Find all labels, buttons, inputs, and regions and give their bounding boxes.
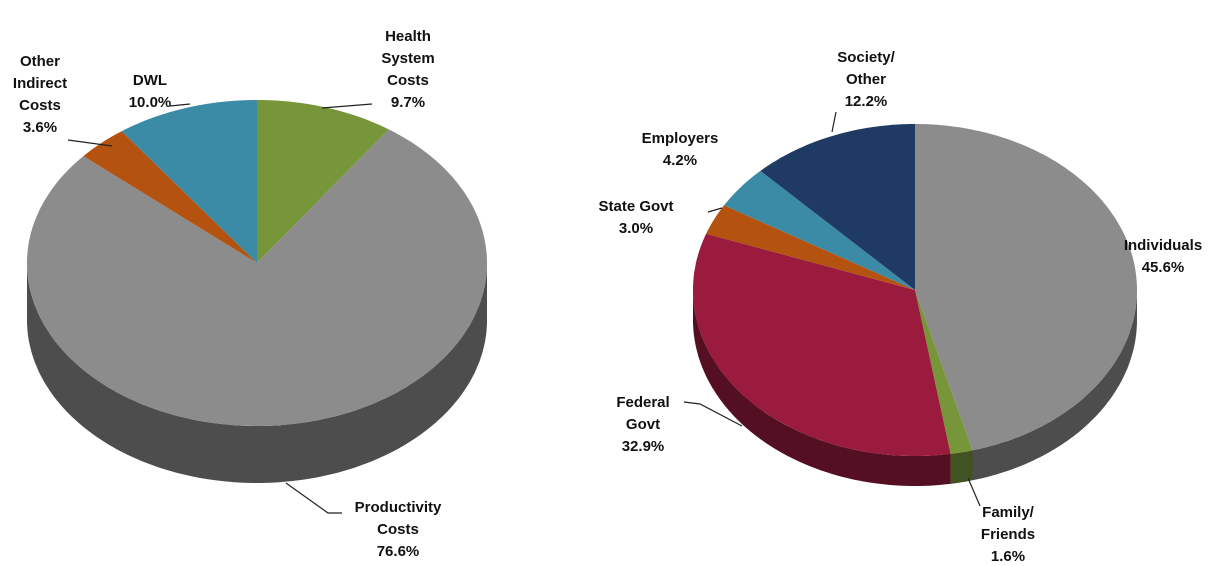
leader-line [285,482,342,514]
pie-slice [706,205,915,290]
slice-label: Individuals 45.6% [1113,235,1213,279]
slice-label: Health System Costs 9.7% [373,26,443,114]
slice-label: Employers 4.2% [630,128,730,172]
pie-slice [257,100,389,263]
category-name: Society/ Other [837,49,895,88]
leader-line [707,207,723,213]
category-name: Health System Costs [381,28,435,89]
pie-slice [27,129,487,426]
pie-slice [724,170,915,290]
leader-line [321,103,373,109]
slice-label: Society/ Other 12.2% [831,47,901,113]
value-label: 4.2% [662,152,698,169]
slice-side [972,290,1137,481]
pie-slice [915,124,1137,451]
value-label: 12.2% [844,93,888,110]
value-label: 9.7% [390,94,426,111]
category-name: Employers [641,130,719,147]
pie-slice [693,233,951,456]
value-label: 45.6% [1141,259,1185,276]
leader-line [67,139,113,147]
slice-label: Other Indirect Costs 3.6% [5,51,75,139]
pie-slice [915,290,973,454]
slice-label: Productivity Costs 76.6% [343,497,453,563]
category-name: Individuals [1123,237,1203,254]
leader-line [683,401,743,427]
value-label: 3.0% [618,220,654,237]
value-label: 32.9% [621,438,665,455]
slice-label: Federal Govt 32.9% [613,392,673,458]
pie-slice [121,100,257,263]
value-label: 10.0% [128,94,172,111]
slice-side [693,290,951,486]
slice-side [950,450,973,484]
leader-line [169,103,191,107]
slice-label: State Govt 3.0% [586,196,686,240]
slice-label: Family/ Friends 1.6% [973,502,1043,566]
pie-slices [27,100,1137,486]
category-name: State Govt [598,198,674,215]
value-label: 3.6% [22,119,58,136]
category-name: DWL [132,72,168,89]
value-label: 76.6% [376,543,420,560]
category-name: Other Indirect Costs [12,53,68,114]
value-label: 1.6% [990,548,1026,565]
leader-line [967,477,981,507]
category-name: Productivity Costs [354,499,442,538]
pie-slice [83,131,258,263]
category-name: Federal Govt [616,394,670,433]
slice-label: DWL 10.0% [120,70,180,114]
leader-line [831,111,837,133]
slice-side [27,263,487,483]
pie-slice [760,124,915,290]
category-name: Family/ Friends [980,504,1036,543]
leader-lines [67,103,981,514]
